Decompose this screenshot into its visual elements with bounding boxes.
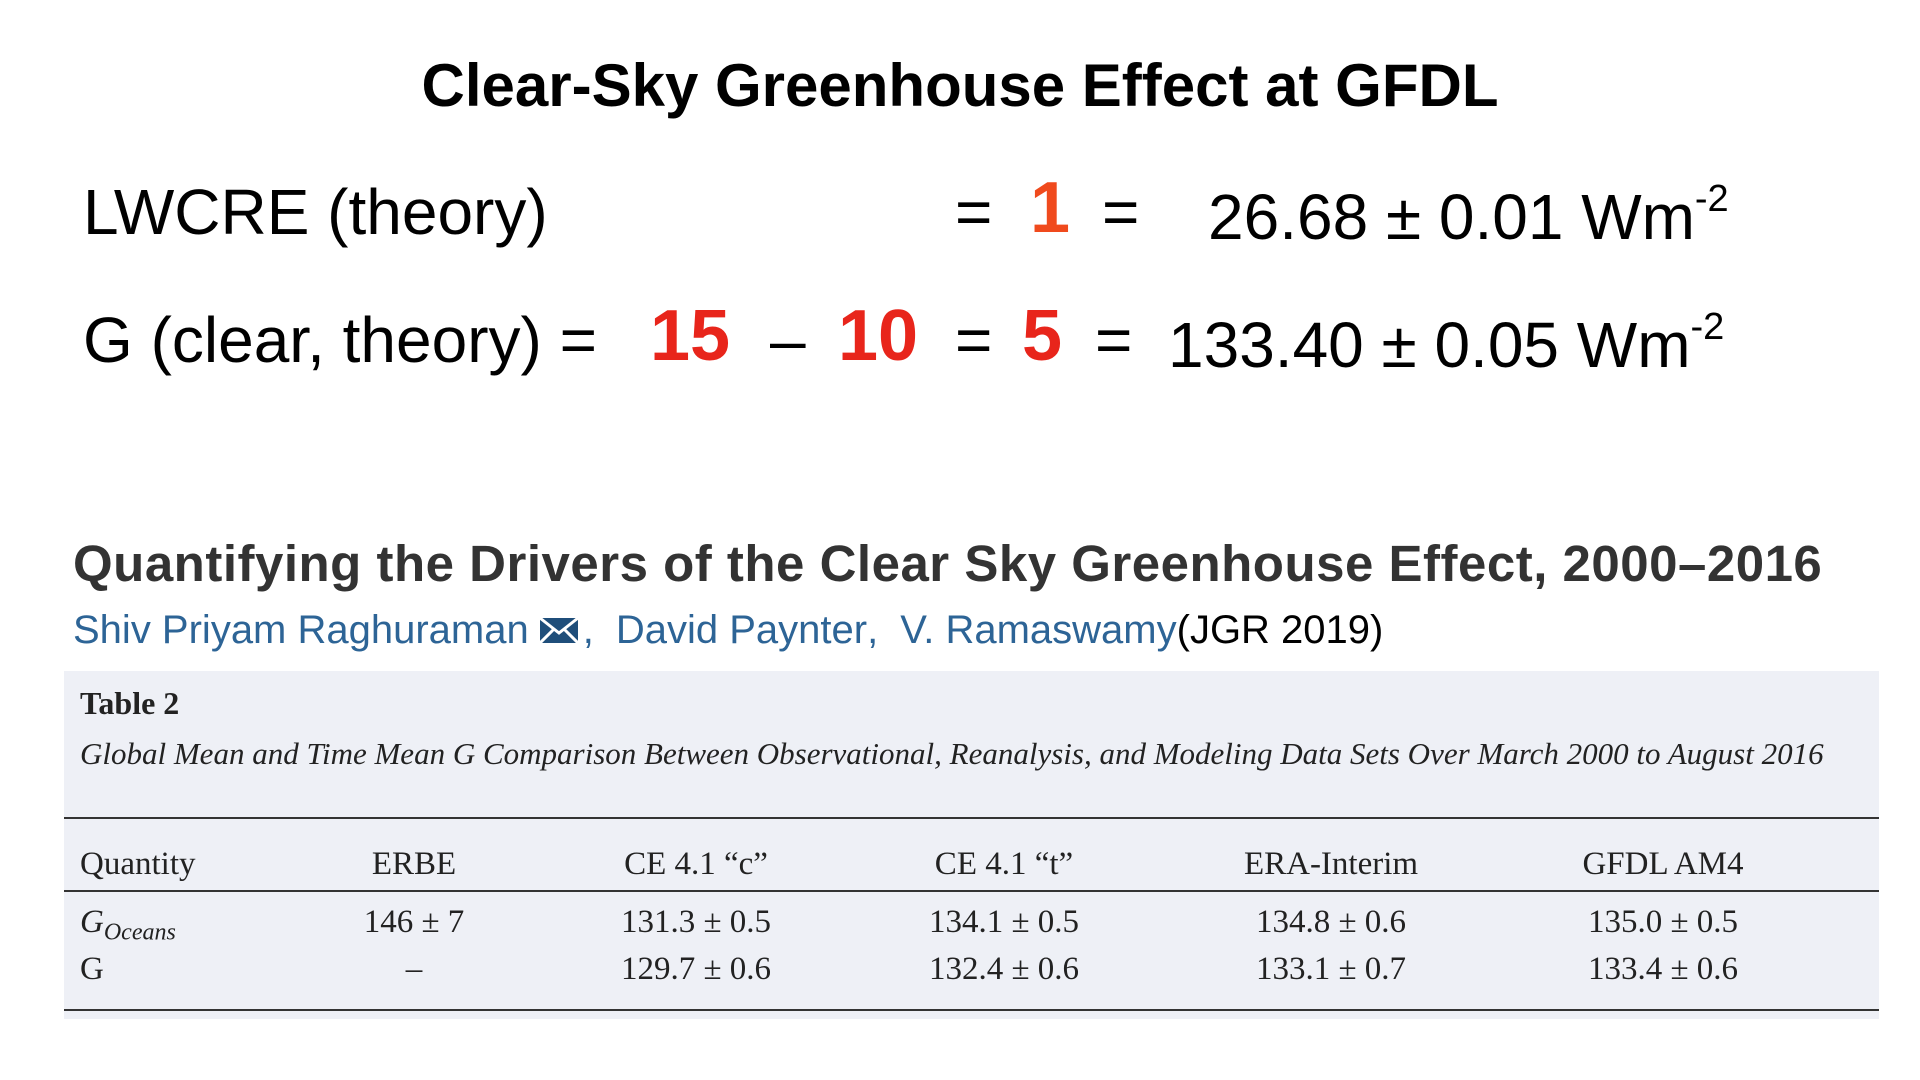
- column-header: CE 4.1 “c”: [624, 846, 768, 882]
- table: Table 2 Global Mean and Time Mean G Comp…: [64, 671, 1879, 1019]
- row-label: GOceans: [80, 906, 176, 945]
- table-cell: 134.8 ± 0.6: [1255, 904, 1407, 940]
- row-label: G: [80, 953, 104, 986]
- equals: =: [955, 304, 993, 376]
- term: 10: [838, 296, 919, 376]
- journal: (JGR 2019): [1176, 608, 1384, 652]
- equals: =: [1102, 176, 1140, 248]
- value-text: 26.68 ± 0.01 Wm: [1208, 181, 1695, 253]
- separator: ,: [867, 608, 879, 652]
- column-header: Quantity: [80, 846, 196, 882]
- table-rule: [64, 890, 1879, 892]
- table-cell: 133.4 ± 0.6: [1587, 951, 1739, 987]
- column-header: ERA-Interim: [1243, 846, 1419, 882]
- equation-label: G (clear, theory) =: [83, 304, 597, 376]
- table-rule: [64, 817, 1879, 819]
- author[interactable]: David Paynter: [615, 608, 868, 652]
- column-header: ERBE: [371, 846, 457, 882]
- paper-title: Quantifying the Drivers of the Clear Sky…: [73, 535, 1823, 592]
- table-title: Table 2: [80, 685, 180, 721]
- count: 1: [1030, 168, 1071, 248]
- term: 15: [650, 296, 731, 376]
- table-cell: 134.1 ± 0.5: [928, 904, 1080, 940]
- separator: ,: [582, 608, 594, 652]
- column-header: GFDL AM4: [1582, 846, 1744, 882]
- row-label-subscript: Oceans: [103, 919, 176, 946]
- table-cell: 132.4 ± 0.6: [928, 951, 1080, 987]
- table-cell: –: [405, 951, 423, 987]
- author[interactable]: V. Ramaswamy: [900, 608, 1177, 652]
- slide-title: Clear-Sky Greenhouse Effect at GFDL: [421, 52, 1499, 119]
- table-cell: 129.7 ± 0.6: [620, 951, 772, 987]
- table-cell: 146 ± 7: [363, 904, 465, 940]
- table-rule: [64, 1009, 1879, 1011]
- equals: =: [955, 176, 993, 248]
- exponent: -2: [1690, 306, 1725, 348]
- column-header: CE 4.1 “t”: [934, 846, 1074, 882]
- authors: Shiv Priyam Raghuraman , David Paynter ,…: [73, 610, 1383, 650]
- table-cell: 135.0 ± 0.5: [1587, 904, 1739, 940]
- row-label-text: G: [80, 904, 104, 940]
- equals: =: [1095, 304, 1133, 376]
- equation-label: LWCRE (theory): [83, 176, 548, 248]
- equation-value: 133.40 ± 0.05 Wm-2: [1168, 308, 1724, 377]
- equation-value: 26.68 ± 0.01 Wm-2: [1208, 180, 1729, 249]
- value-text: 133.40 ± 0.05 Wm: [1168, 309, 1691, 381]
- table-cell: 133.1 ± 0.7: [1255, 951, 1407, 987]
- author: Shiv Priyam Raghuraman: [73, 608, 529, 652]
- operator: –: [770, 304, 806, 376]
- table-cell: 131.3 ± 0.5: [620, 904, 772, 940]
- term: 5: [1022, 296, 1063, 376]
- exponent: -2: [1694, 178, 1729, 220]
- row-label-text: G: [80, 951, 104, 987]
- mail-icon[interactable]: [538, 615, 579, 645]
- table-caption: Global Mean and Time Mean G Comparison B…: [80, 736, 1824, 771]
